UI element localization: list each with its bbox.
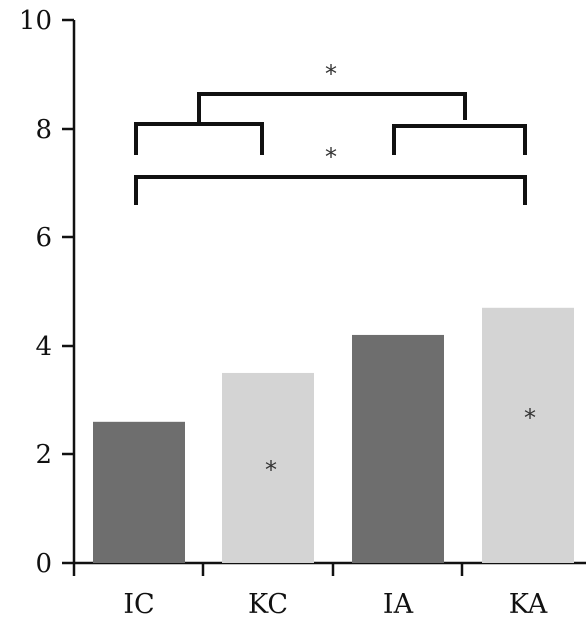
- x-axis: IC KC IA KA: [72, 561, 586, 619]
- bracket-pairs: [197, 92, 467, 124]
- bar-annotation: *: [265, 456, 277, 484]
- bar-annotations: * *: [265, 404, 536, 484]
- bracket-ia-ka: [392, 124, 527, 155]
- y-tick-label: 2: [35, 440, 52, 470]
- y-tick-label: 4: [35, 332, 52, 362]
- y-tick-label: 6: [35, 223, 52, 253]
- x-tick-label: IC: [123, 589, 154, 619]
- bracket-ic-ka: [134, 175, 527, 205]
- bracket-label: *: [325, 60, 337, 88]
- y-tick-label: 8: [35, 115, 52, 145]
- x-tick-label: IA: [383, 589, 414, 619]
- bar: [93, 421, 185, 563]
- bars-group: [93, 307, 574, 563]
- y-axis: 0 2 4 6 8 10: [19, 6, 76, 579]
- bar: [222, 372, 314, 563]
- bar-annotation: *: [524, 404, 536, 432]
- y-tick-label: 0: [35, 549, 52, 579]
- bar: [352, 334, 444, 563]
- bar: [482, 307, 574, 563]
- x-tick-label: KC: [248, 589, 288, 619]
- x-tick-label: KA: [509, 589, 548, 619]
- bracket-label: *: [325, 143, 337, 171]
- significance-brackets: [134, 92, 527, 205]
- y-tick-label: 10: [19, 6, 52, 36]
- bracket-ic-kc: [134, 122, 264, 155]
